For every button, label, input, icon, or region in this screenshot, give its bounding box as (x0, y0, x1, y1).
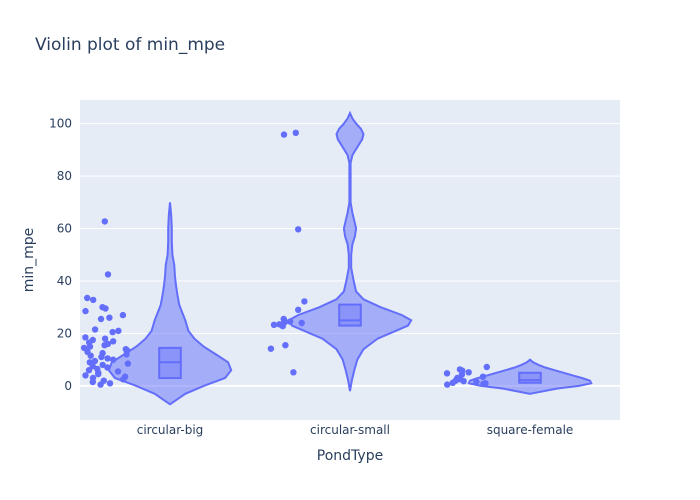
x-tick-label: circular-small (310, 423, 390, 437)
y-tick-label: 80 (57, 169, 72, 183)
data-point (123, 351, 130, 358)
data-point (115, 327, 122, 334)
data-point (90, 296, 97, 304)
data-point (104, 364, 111, 371)
x-tick-labels: circular-big circular-small square-female (137, 423, 574, 437)
data-point (292, 129, 299, 136)
y-tick-labels: 0 20 40 60 80 100 (49, 117, 72, 393)
data-point (114, 368, 122, 375)
data-point (82, 372, 89, 379)
data-point (119, 311, 127, 319)
data-point (102, 305, 109, 312)
data-point (101, 218, 109, 225)
data-point (104, 355, 111, 362)
data-point (82, 307, 89, 315)
violin-body (467, 358, 593, 395)
data-point (84, 294, 91, 302)
y-tick-label: 100 (49, 117, 72, 131)
data-point (91, 326, 99, 333)
data-point (298, 319, 305, 327)
y-axis-title: min_mpe (21, 228, 37, 293)
violin-body (107, 202, 233, 406)
data-point (109, 328, 116, 336)
data-point (106, 314, 113, 321)
violin-group-circular-big (80, 202, 233, 406)
data-point (104, 271, 112, 278)
data-point (120, 376, 127, 383)
data-point (460, 378, 467, 385)
violin-box (518, 371, 542, 384)
data-point (97, 381, 104, 388)
data-point (110, 338, 117, 345)
data-point (267, 345, 275, 352)
data-point (483, 363, 490, 371)
data-point (282, 342, 289, 349)
data-point (280, 131, 288, 138)
data-point (89, 378, 97, 386)
data-point (82, 334, 89, 341)
data-point (97, 315, 105, 323)
data-point (449, 379, 456, 386)
violin-group-square-female (443, 358, 593, 395)
data-point (85, 367, 93, 374)
data-point (101, 342, 108, 349)
violin-box (338, 303, 362, 327)
y-tick-label: 60 (57, 222, 72, 236)
chart-title: Violin plot of min_mpe (35, 35, 225, 55)
data-point (473, 378, 480, 386)
data-point (98, 353, 105, 361)
data-point (87, 352, 94, 359)
y-tick-label: 0 (64, 379, 72, 393)
data-point (295, 226, 302, 233)
violins (80, 110, 593, 406)
data-point (286, 318, 294, 325)
data-point (270, 321, 278, 328)
data-point (444, 381, 451, 388)
data-point (295, 306, 302, 313)
y-tick-label: 40 (57, 274, 72, 288)
data-point (290, 369, 297, 376)
data-point (95, 370, 102, 378)
data-point (443, 370, 451, 377)
data-point (110, 356, 117, 363)
data-point (86, 343, 94, 350)
y-tick-label: 20 (57, 326, 72, 340)
x-tick-label: circular-big (137, 423, 204, 437)
data-point (124, 360, 132, 367)
violin-group-circular-small (267, 110, 413, 392)
data-point (479, 373, 487, 380)
violin-body (287, 110, 413, 392)
data-point (101, 335, 109, 342)
data-point (465, 369, 472, 376)
data-point (91, 357, 99, 365)
data-point (106, 380, 114, 387)
x-tick-label: square-female (487, 423, 574, 437)
data-point (480, 380, 487, 387)
x-axis-title: PondType (317, 448, 383, 464)
data-point (301, 298, 308, 305)
data-point (99, 361, 106, 369)
data-point (279, 322, 286, 330)
